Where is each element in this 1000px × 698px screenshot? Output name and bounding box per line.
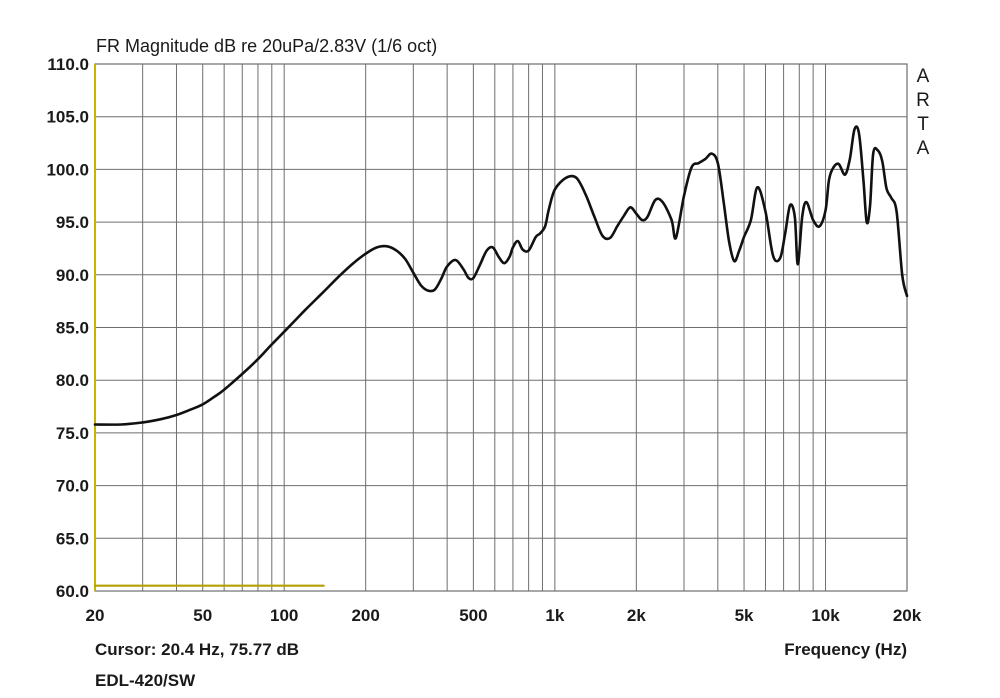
brand-letter-2: R xyxy=(916,90,930,111)
brand-letter-3: T xyxy=(917,114,929,135)
y-axis-ticks: 60.0 65.0 70.0 75.0 80.0 85.0 90.0 95.0 100.0 105… xyxy=(46,55,89,601)
y-tick-label: 110.0 xyxy=(47,55,89,74)
device-label: EDL-420/SW xyxy=(95,671,196,690)
x-axis-label: Frequency (Hz) xyxy=(784,640,907,659)
brand-letter-4: A xyxy=(917,138,930,159)
x-tick-label: 10k xyxy=(811,606,840,625)
grid xyxy=(94,63,908,592)
brand-mark: A R T A xyxy=(916,66,930,159)
y-tick-label: 105.0 xyxy=(46,108,89,127)
x-tick-label: 500 xyxy=(459,606,487,625)
y-tick-label: 65.0 xyxy=(56,529,89,548)
y-tick-label: 100.0 xyxy=(46,160,89,179)
y-tick-label: 85.0 xyxy=(56,319,89,338)
series-layer xyxy=(93,125,909,587)
y-tick-label: 70.0 xyxy=(56,477,89,496)
x-tick-label: 1k xyxy=(545,606,564,625)
x-tick-label: 50 xyxy=(193,606,212,625)
series-line-frequency-response xyxy=(93,125,909,426)
y-tick-label: 95.0 xyxy=(56,213,89,232)
x-tick-label: 100 xyxy=(270,606,298,625)
x-tick-label: 2k xyxy=(627,606,646,625)
x-tick-label: 5k xyxy=(735,606,754,625)
y-tick-label: 75.0 xyxy=(56,424,89,443)
y-tick-label: 60.0 xyxy=(56,582,89,601)
y-tick-label: 80.0 xyxy=(56,371,89,390)
chart-title: FR Magnitude dB re 20uPa/2.83V (1/6 oct) xyxy=(96,36,437,56)
y-tick-label: 90.0 xyxy=(56,266,89,285)
x-tick-label: 20 xyxy=(86,606,105,625)
brand-letter-1: A xyxy=(917,66,930,87)
cursor-readout: Cursor: 20.4 Hz, 75.77 dB xyxy=(95,640,299,659)
x-tick-label: 20k xyxy=(893,606,922,625)
x-axis-ticks: 20 50 100 200 500 1k 2k 5k 10k 20k xyxy=(86,606,922,625)
x-tick-label: 200 xyxy=(351,606,379,625)
